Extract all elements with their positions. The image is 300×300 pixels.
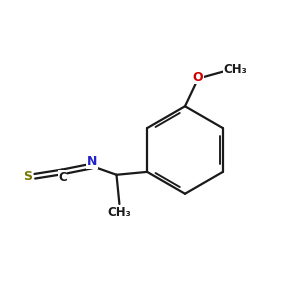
Text: CH₃: CH₃	[107, 206, 131, 219]
Text: O: O	[193, 70, 203, 84]
Text: CH₃: CH₃	[224, 63, 247, 76]
Text: S: S	[23, 170, 32, 183]
Text: C: C	[58, 171, 67, 184]
Text: N: N	[86, 155, 97, 168]
